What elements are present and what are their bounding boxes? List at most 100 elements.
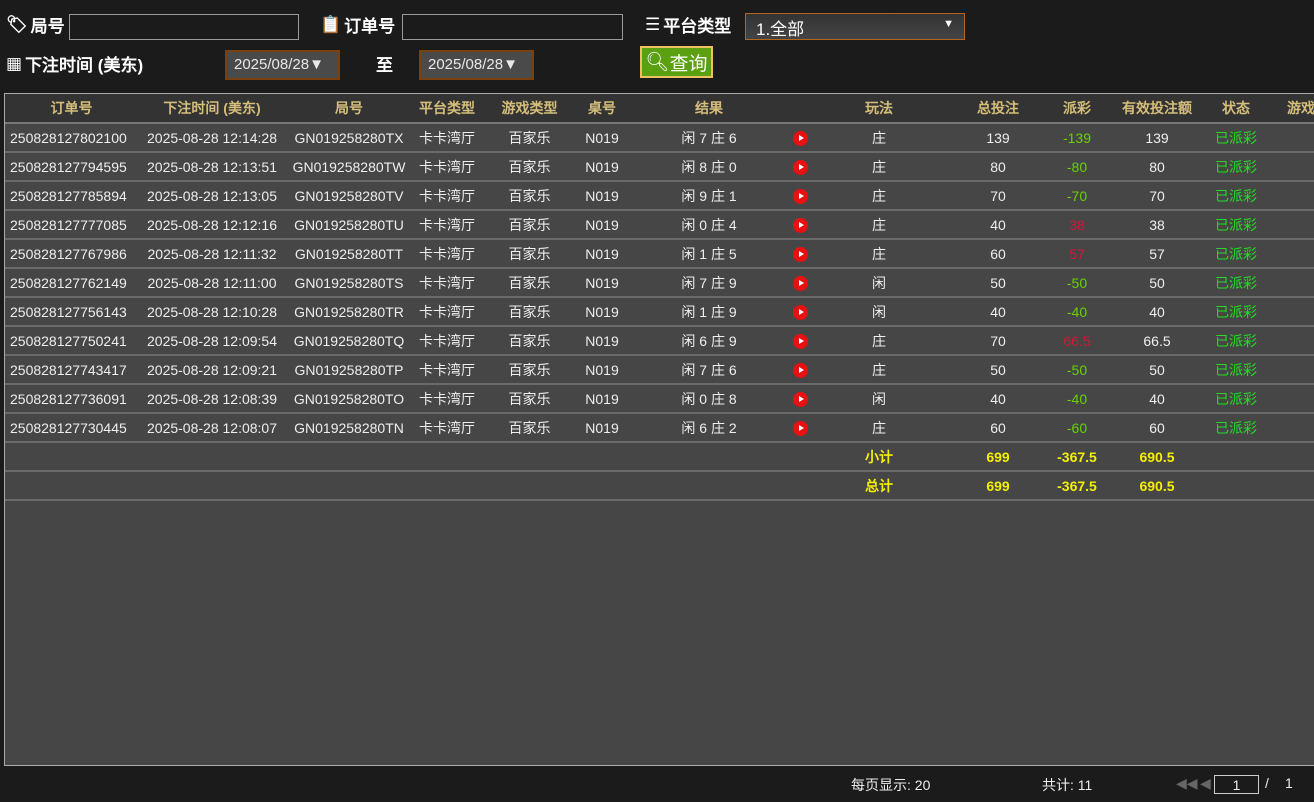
total-bet-cell: 139 <box>951 123 1045 153</box>
result-cell: 闲 0 庄 4 <box>627 210 767 240</box>
table-row[interactable]: 250828127736091 2025-08-28 12:08:39 GN0192… <box>5 384 1314 414</box>
first-page-icon[interactable]: ◀◀ <box>1176 775 1198 791</box>
table-row[interactable]: 250828127762149 2025-08-28 12:11:00 GN0192… <box>5 268 1314 298</box>
play-video-icon[interactable] <box>792 333 808 349</box>
column-header: 游戏 <box>1267 94 1314 124</box>
game-cell <box>1267 123 1314 153</box>
payout-cell: -50 <box>1045 355 1109 385</box>
table-row[interactable]: 250828127794595 2025-08-28 12:13:51 GN0192… <box>5 152 1314 182</box>
replay-cell[interactable] <box>767 210 833 240</box>
round-id-cell: GN019258280TR <box>286 297 412 327</box>
play-video-icon[interactable] <box>792 304 808 320</box>
status-cell: 已派彩 <box>1205 210 1267 240</box>
play-video-icon[interactable] <box>792 362 808 378</box>
replay-cell[interactable] <box>767 123 833 153</box>
replay-cell[interactable] <box>767 384 833 414</box>
column-header: 平台类型 <box>412 94 482 124</box>
subtotal-valid-bet: 690.5 <box>1109 442 1205 472</box>
play-video-icon[interactable] <box>792 188 808 204</box>
platform-select[interactable]: 1.全部 ▼ <box>745 13 965 40</box>
game-cell <box>1267 268 1314 298</box>
platform-label: ☰ 平台类型 <box>645 14 732 37</box>
bet-type-cell: 庄 <box>833 181 951 211</box>
replay-cell[interactable] <box>767 355 833 385</box>
date-to-picker[interactable]: 2025/08/28▼ <box>419 50 534 80</box>
valid-bet-cell: 40 <box>1109 297 1205 327</box>
replay-cell[interactable] <box>767 181 833 211</box>
replay-cell[interactable] <box>767 152 833 182</box>
replay-cell[interactable] <box>767 326 833 356</box>
status-cell: 已派彩 <box>1205 384 1267 414</box>
total-bet-cell: 70 <box>951 326 1045 356</box>
platform-cell: 卡卡湾厅 <box>412 413 482 443</box>
platform-cell: 卡卡湾厅 <box>412 355 482 385</box>
result-cell: 闲 1 庄 9 <box>627 297 767 327</box>
table-row[interactable]: 250828127750241 2025-08-28 12:09:54 GN0192… <box>5 326 1314 356</box>
game-cell <box>1267 181 1314 211</box>
spacer <box>1205 442 1267 472</box>
prev-page-icon[interactable]: ◀ <box>1200 775 1211 791</box>
platform-cell: 卡卡湾厅 <box>412 384 482 414</box>
play-video-icon[interactable] <box>792 391 808 407</box>
play-video-icon[interactable] <box>792 159 808 175</box>
status-cell: 已派彩 <box>1205 326 1267 356</box>
round-input[interactable] <box>69 14 299 40</box>
total-bet-cell: 60 <box>951 413 1045 443</box>
table-row[interactable]: 250828127785894 2025-08-28 12:13:05 GN0192… <box>5 181 1314 211</box>
table-row[interactable]: 250828127743417 2025-08-28 12:09:21 GN0192… <box>5 355 1314 385</box>
table-row[interactable]: 250828127777085 2025-08-28 12:12:16 GN0192… <box>5 210 1314 240</box>
game-type-cell: 百家乐 <box>482 152 577 182</box>
order-id-cell: 250828127777085 <box>5 210 138 240</box>
round-id-cell: GN019258280TW <box>286 152 412 182</box>
table-row[interactable]: 250828127756143 2025-08-28 12:10:28 GN0192… <box>5 297 1314 327</box>
spacer <box>1267 471 1314 501</box>
payout-cell: -40 <box>1045 297 1109 327</box>
table-id-cell: N019 <box>577 210 627 240</box>
game-type-cell: 百家乐 <box>482 413 577 443</box>
valid-bet-cell: 70 <box>1109 181 1205 211</box>
play-video-icon[interactable] <box>792 275 808 291</box>
table-row[interactable]: 250828127767986 2025-08-28 12:11:32 GN0192… <box>5 239 1314 269</box>
column-header: 总投注 <box>951 94 1045 124</box>
game-type-cell: 百家乐 <box>482 355 577 385</box>
result-cell: 闲 7 庄 9 <box>627 268 767 298</box>
replay-cell[interactable] <box>767 239 833 269</box>
column-header: 下注时间 (美东) <box>138 94 286 124</box>
bet-type-cell: 庄 <box>833 413 951 443</box>
order-input[interactable] <box>402 14 623 40</box>
play-video-icon[interactable] <box>792 130 808 146</box>
total-label: 总计 <box>833 471 951 501</box>
replay-cell[interactable] <box>767 413 833 443</box>
bets-table: 订单号 下注时间 (美东) 局号 平台类型 游戏类型 桌号 结果 玩法 总投注 派彩 有效投注额 状态… <box>4 93 1314 766</box>
play-video-icon[interactable] <box>792 246 808 262</box>
total-bet-cell: 50 <box>951 268 1045 298</box>
order-id-cell: 250828127762149 <box>5 268 138 298</box>
payout-cell: 57 <box>1045 239 1109 269</box>
clipboard-icon: 📋 <box>320 14 342 34</box>
platform-cell: 卡卡湾厅 <box>412 210 482 240</box>
result-cell: 闲 9 庄 1 <box>627 181 767 211</box>
column-header: 结果 <box>627 94 767 124</box>
column-header: 玩法 <box>833 94 951 124</box>
table-id-cell: N019 <box>577 239 627 269</box>
table-row[interactable]: 250828127730445 2025-08-28 12:08:07 GN0192… <box>5 413 1314 443</box>
date-from-picker[interactable]: 2025/08/28▼ <box>225 50 340 80</box>
platform-cell: 卡卡湾厅 <box>412 123 482 153</box>
spacer <box>5 471 833 501</box>
column-header <box>767 94 833 124</box>
order-id-cell: 250828127794595 <box>5 152 138 182</box>
page-input[interactable] <box>1214 775 1259 794</box>
round-id-cell: GN019258280TV <box>286 181 412 211</box>
replay-cell[interactable] <box>767 268 833 298</box>
valid-bet-cell: 66.5 <box>1109 326 1205 356</box>
table-row[interactable]: 250828127802100 2025-08-28 12:14:28 GN0192… <box>5 123 1314 153</box>
table-id-cell: N019 <box>577 326 627 356</box>
query-button[interactable]: 🔍︎ 查询 <box>640 46 713 78</box>
caret-down-icon: ▼ <box>943 18 954 30</box>
replay-cell[interactable] <box>767 297 833 327</box>
payout-cell: -70 <box>1045 181 1109 211</box>
play-video-icon[interactable] <box>792 217 808 233</box>
column-header: 桌号 <box>577 94 627 124</box>
total-bet-cell: 60 <box>951 239 1045 269</box>
play-video-icon[interactable] <box>792 420 808 436</box>
